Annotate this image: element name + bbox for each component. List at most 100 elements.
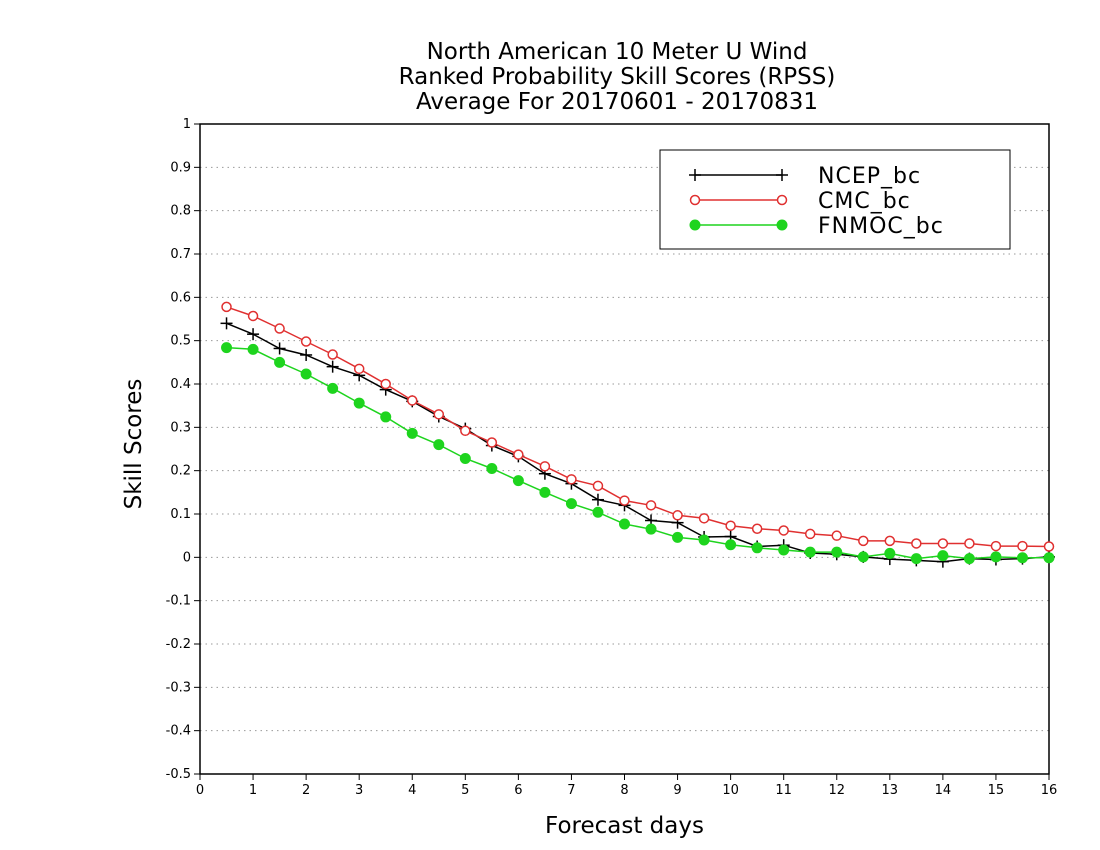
data-point-fnmoc-bc bbox=[751, 542, 763, 554]
data-point-cmc-bc bbox=[1017, 540, 1028, 552]
data-point-cmc-bc bbox=[592, 480, 604, 492]
data-point-fnmoc-bc bbox=[910, 553, 922, 565]
y-tick-label: 0.4 bbox=[170, 377, 191, 392]
series-cmc-bc bbox=[221, 301, 1055, 552]
x-tick-label: 7 bbox=[567, 783, 575, 798]
data-point-fnmoc-bc bbox=[486, 463, 498, 474]
data-point-cmc-bc bbox=[964, 538, 975, 549]
data-point-cmc-bc bbox=[513, 449, 524, 460]
x-tick-label: 10 bbox=[722, 783, 739, 798]
x-tick-label: 5 bbox=[461, 783, 469, 798]
x-tick-label: 3 bbox=[355, 783, 363, 798]
data-point-ncep-bc bbox=[273, 342, 286, 355]
chart-title-line-2: Ranked Probability Skill Scores (RPSS) bbox=[399, 64, 836, 90]
y-tick-label: -0.4 bbox=[166, 724, 191, 739]
data-point-cmc-bc bbox=[672, 510, 683, 521]
data-point-cmc-bc bbox=[353, 363, 365, 375]
data-point-cmc-bc bbox=[645, 500, 657, 511]
chart-title-line-1: North American 10 Meter U Wind bbox=[427, 39, 808, 65]
data-point-ncep-bc bbox=[247, 328, 260, 341]
legend-label: CMC_bc bbox=[818, 189, 911, 214]
data-point-ncep-bc bbox=[300, 348, 313, 361]
data-point-fnmoc-bc bbox=[380, 411, 392, 423]
data-point-fnmoc-bc bbox=[353, 397, 365, 409]
legend-marker-right bbox=[776, 194, 788, 206]
y-tick-label: 0 bbox=[183, 550, 191, 565]
data-point-fnmoc-bc bbox=[698, 534, 710, 546]
chart-title: North American 10 Meter U Wind Ranked Pr… bbox=[399, 39, 836, 115]
data-point-fnmoc-bc bbox=[300, 368, 312, 380]
data-point-fnmoc-bc bbox=[725, 539, 737, 551]
data-point-fnmoc-bc bbox=[459, 453, 471, 465]
legend-marker-left bbox=[689, 219, 701, 231]
legend-item-ncep-bc: NCEP_bc bbox=[689, 164, 921, 189]
data-point-cmc-bc bbox=[407, 395, 418, 406]
x-tick-label: 4 bbox=[408, 783, 416, 798]
y-tick-label: 0.5 bbox=[170, 334, 191, 349]
data-point-fnmoc-bc bbox=[512, 475, 524, 487]
data-point-fnmoc-bc bbox=[433, 439, 445, 451]
data-point-fnmoc-bc bbox=[831, 546, 843, 558]
data-point-cmc-bc bbox=[698, 513, 710, 524]
data-point-cmc-bc bbox=[725, 520, 736, 531]
series-layer bbox=[220, 301, 1055, 568]
data-point-cmc-bc bbox=[937, 538, 949, 549]
data-point-cmc-bc bbox=[380, 378, 391, 390]
series-fnmoc-bc bbox=[221, 342, 1055, 565]
y-tick-label: -0.1 bbox=[166, 594, 191, 609]
data-point-fnmoc-bc bbox=[592, 506, 604, 518]
data-point-fnmoc-bc bbox=[645, 523, 657, 535]
data-point-cmc-bc bbox=[300, 336, 312, 347]
data-point-cmc-bc bbox=[247, 310, 259, 322]
legend-item-cmc-bc: CMC_bc bbox=[689, 189, 911, 214]
data-point-fnmoc-bc bbox=[857, 551, 869, 563]
y-tick-label: 0.3 bbox=[170, 420, 191, 435]
legend-marker-left bbox=[689, 169, 701, 181]
y-axis-label: Skill Scores bbox=[121, 379, 147, 510]
data-point-cmc-bc bbox=[486, 437, 498, 448]
y-tick-label: 0.8 bbox=[170, 204, 191, 219]
data-point-fnmoc-bc bbox=[672, 531, 684, 543]
legend-marker-right bbox=[776, 169, 788, 181]
data-point-fnmoc-bc bbox=[327, 382, 339, 394]
data-point-cmc-bc bbox=[539, 461, 551, 472]
data-point-cmc-bc bbox=[911, 538, 922, 549]
data-point-cmc-bc bbox=[566, 474, 577, 485]
data-point-fnmoc-bc bbox=[1016, 552, 1028, 564]
x-tick-label: 0 bbox=[196, 783, 204, 798]
x-axis-ticks: 0 1 2 3 4 5 6 7 8 9 10 11 12 13 14 15 16 bbox=[196, 774, 1057, 798]
legend-label: NCEP_bc bbox=[818, 164, 921, 189]
x-tick-label: 1 bbox=[249, 783, 257, 798]
data-point-cmc-bc bbox=[619, 495, 630, 506]
data-point-cmc-bc bbox=[884, 535, 896, 547]
data-point-fnmoc-bc bbox=[619, 518, 630, 530]
data-point-fnmoc-bc bbox=[539, 486, 551, 498]
data-point-cmc-bc bbox=[831, 530, 842, 541]
data-point-fnmoc-bc bbox=[247, 343, 259, 355]
data-point-cmc-bc bbox=[751, 523, 763, 534]
y-gridlines bbox=[200, 166, 1049, 732]
x-tick-label: 15 bbox=[988, 783, 1005, 798]
data-point-cmc-bc bbox=[990, 540, 1002, 552]
data-point-fnmoc-bc bbox=[565, 498, 577, 510]
data-point-cmc-bc bbox=[858, 535, 869, 547]
data-point-fnmoc-bc bbox=[990, 551, 1002, 563]
data-point-cmc-bc bbox=[433, 409, 445, 420]
y-tick-label: 0.9 bbox=[170, 160, 191, 175]
x-tick-label: 2 bbox=[302, 783, 310, 798]
data-point-ncep-bc bbox=[591, 493, 604, 506]
y-tick-label: 0.6 bbox=[170, 290, 191, 305]
y-tick-label: 0.2 bbox=[170, 464, 191, 479]
data-point-cmc-bc bbox=[1043, 541, 1055, 552]
data-point-fnmoc-bc bbox=[406, 427, 418, 439]
x-tick-label: 9 bbox=[673, 783, 681, 798]
y-tick-label: -0.5 bbox=[166, 767, 191, 782]
data-point-cmc-bc bbox=[327, 349, 338, 360]
x-tick-label: 6 bbox=[514, 783, 522, 798]
x-tick-label: 11 bbox=[775, 783, 792, 798]
x-tick-label: 16 bbox=[1041, 783, 1058, 798]
y-tick-label: -0.3 bbox=[166, 680, 191, 695]
x-tick-label: 12 bbox=[828, 783, 845, 798]
